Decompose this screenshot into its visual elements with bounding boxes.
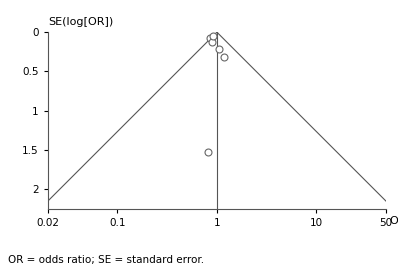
Text: SE(log[OR]): SE(log[OR]) xyxy=(48,17,113,27)
Text: OR: OR xyxy=(389,216,398,226)
Text: OR = odds ratio; SE = standard error.: OR = odds ratio; SE = standard error. xyxy=(8,255,204,265)
